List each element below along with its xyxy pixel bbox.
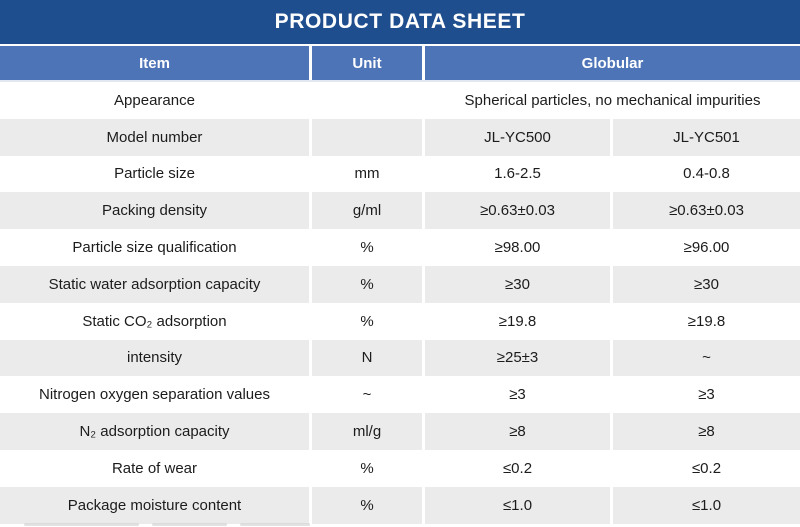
row-unit-value: N bbox=[312, 339, 422, 377]
table-body: Appearance Spherical particles, no mechan… bbox=[0, 82, 800, 524]
row-value-jl-yc500: ≥25±3 bbox=[425, 339, 610, 377]
row-unit-value: % bbox=[312, 302, 422, 340]
row-unit-value: % bbox=[312, 449, 422, 487]
row-unit-value: mm bbox=[312, 155, 422, 193]
row-item-label: Static CO₂ adsorption bbox=[0, 302, 309, 340]
row-item-label: Particle size bbox=[0, 155, 309, 193]
row-value-jl-yc500: ≥30 bbox=[425, 265, 610, 303]
row-item-label: intensity bbox=[0, 339, 309, 377]
row-value-jl-yc501: ≥96.00 bbox=[613, 229, 800, 266]
table-row: intensity N ≥25±3 ~ bbox=[0, 339, 800, 377]
row-unit-value: % bbox=[312, 229, 422, 266]
row-value-jl-yc501: ≥8 bbox=[613, 413, 800, 450]
row-item-label: Packing density bbox=[0, 192, 309, 230]
row-item-label: Rate of wear bbox=[0, 449, 309, 487]
row-value-jl-yc501: ≥19.8 bbox=[613, 302, 800, 340]
row-value-jl-yc501: ≤1.0 bbox=[613, 486, 800, 524]
table-row: Appearance Spherical particles, no mechan… bbox=[0, 82, 800, 119]
row-value-jl-yc501: ≥0.63±0.03 bbox=[613, 192, 800, 230]
row-item-label: Appearance bbox=[0, 82, 309, 119]
row-value-jl-yc500: ≥8 bbox=[425, 413, 610, 450]
row-value-jl-yc501: ≥30 bbox=[613, 265, 800, 303]
row-unit-value: ~ bbox=[312, 376, 422, 414]
title-bar: PRODUCT DATA SHEET bbox=[0, 0, 800, 44]
row-item-label: Particle size qualification bbox=[0, 229, 309, 266]
row-item-label: Package moisture content bbox=[0, 486, 309, 524]
row-value-jl-yc500: ≥19.8 bbox=[425, 302, 610, 340]
row-value-jl-yc500: ≤0.2 bbox=[425, 449, 610, 487]
cutoff-row-ghost bbox=[152, 523, 227, 526]
cutoff-row-ghost bbox=[24, 523, 139, 526]
table-row: Rate of wear% ≤0.2 ≤0.2 bbox=[0, 449, 800, 487]
row-unit-value: g/ml bbox=[312, 192, 422, 230]
column-header-globular: Globular bbox=[425, 46, 800, 80]
row-unit-value bbox=[312, 82, 422, 119]
row-value-jl-yc501: ≤0.2 bbox=[613, 449, 800, 487]
page-title: PRODUCT DATA SHEET bbox=[274, 10, 526, 33]
row-unit-value bbox=[312, 118, 422, 156]
row-value-jl-yc501: ~ bbox=[613, 339, 800, 377]
row-value-jl-yc501: 0.4-0.8 bbox=[613, 155, 800, 193]
table-row: N₂ adsorption capacity ml/g ≥8 ≥8 bbox=[0, 413, 800, 450]
cutoff-row-ghost bbox=[240, 523, 310, 526]
row-value-jl-yc500: ≥3 bbox=[425, 376, 610, 414]
table-row: Nitrogen oxygen separation values ~ ≥3 ≥3 bbox=[0, 376, 800, 414]
row-item-label: N₂ adsorption capacity bbox=[0, 413, 309, 450]
row-value-jl-yc500: ≥98.00 bbox=[425, 229, 610, 266]
row-item-label: Static water adsorption capacity bbox=[0, 265, 309, 303]
table-header-row: Item Unit Globular bbox=[0, 46, 800, 82]
row-item-label: Model number bbox=[0, 118, 309, 156]
table-row: Static CO₂ adsorption% ≥19.8 ≥19.8 bbox=[0, 302, 800, 340]
row-unit-value: % bbox=[312, 265, 422, 303]
row-unit-value: % bbox=[312, 486, 422, 524]
row-value-jl-yc500: JL-YC500 bbox=[425, 118, 610, 156]
table-row: Particle size qualification% ≥98.00 ≥96.00 bbox=[0, 229, 800, 266]
row-value-jl-yc501: ≥3 bbox=[613, 376, 800, 414]
row-value-merged: Spherical particles, no mechanical impur… bbox=[425, 82, 800, 119]
table-row: Particle size mm 1.6-2.5 0.4-0.8 bbox=[0, 155, 800, 193]
row-unit-value: ml/g bbox=[312, 413, 422, 450]
table-row: Packing density g/ml ≥0.63±0.03 ≥0.63±0.03 bbox=[0, 192, 800, 230]
row-value-jl-yc500: ≤1.0 bbox=[425, 486, 610, 524]
row-value-jl-yc500: ≥0.63±0.03 bbox=[425, 192, 610, 230]
column-header-unit: Unit bbox=[312, 46, 422, 80]
table-row: Model number JL-YC500 JL-YC501 bbox=[0, 118, 800, 156]
row-value-jl-yc501: JL-YC501 bbox=[613, 118, 800, 156]
table-row: Package moisture content% ≤1.0 ≤1.0 bbox=[0, 486, 800, 524]
row-item-label: Nitrogen oxygen separation values bbox=[0, 376, 309, 414]
row-value-jl-yc500: 1.6-2.5 bbox=[425, 155, 610, 193]
table-row: Static water adsorption capacity% ≥30 ≥30 bbox=[0, 265, 800, 303]
column-header-item: Item bbox=[0, 46, 309, 80]
